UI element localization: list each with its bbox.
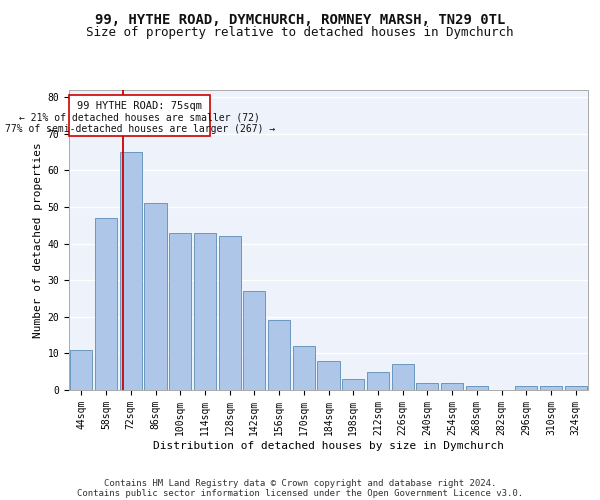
- Bar: [466, 386, 488, 390]
- Bar: [145, 204, 167, 390]
- Bar: [95, 218, 117, 390]
- Text: 99, HYTHE ROAD, DYMCHURCH, ROMNEY MARSH, TN29 0TL: 99, HYTHE ROAD, DYMCHURCH, ROMNEY MARSH,…: [95, 12, 505, 26]
- Bar: [268, 320, 290, 390]
- Bar: [194, 232, 216, 390]
- Text: ← 21% of detached houses are smaller (72): ← 21% of detached houses are smaller (72…: [19, 112, 260, 122]
- Bar: [243, 291, 265, 390]
- Bar: [392, 364, 414, 390]
- Bar: [218, 236, 241, 390]
- Text: Size of property relative to detached houses in Dymchurch: Size of property relative to detached ho…: [86, 26, 514, 39]
- Bar: [515, 386, 538, 390]
- Bar: [367, 372, 389, 390]
- Text: Contains HM Land Registry data © Crown copyright and database right 2024.: Contains HM Land Registry data © Crown c…: [104, 478, 496, 488]
- Bar: [540, 386, 562, 390]
- Bar: [293, 346, 315, 390]
- Bar: [70, 350, 92, 390]
- Text: 77% of semi-detached houses are larger (267) →: 77% of semi-detached houses are larger (…: [5, 124, 275, 134]
- FancyBboxPatch shape: [70, 96, 210, 136]
- Bar: [565, 386, 587, 390]
- Text: Contains public sector information licensed under the Open Government Licence v3: Contains public sector information licen…: [77, 488, 523, 498]
- Bar: [441, 382, 463, 390]
- Bar: [119, 152, 142, 390]
- Bar: [416, 382, 439, 390]
- Y-axis label: Number of detached properties: Number of detached properties: [34, 142, 43, 338]
- Bar: [317, 360, 340, 390]
- Bar: [342, 379, 364, 390]
- Bar: [169, 232, 191, 390]
- Text: 99 HYTHE ROAD: 75sqm: 99 HYTHE ROAD: 75sqm: [77, 100, 202, 110]
- X-axis label: Distribution of detached houses by size in Dymchurch: Distribution of detached houses by size …: [153, 440, 504, 450]
